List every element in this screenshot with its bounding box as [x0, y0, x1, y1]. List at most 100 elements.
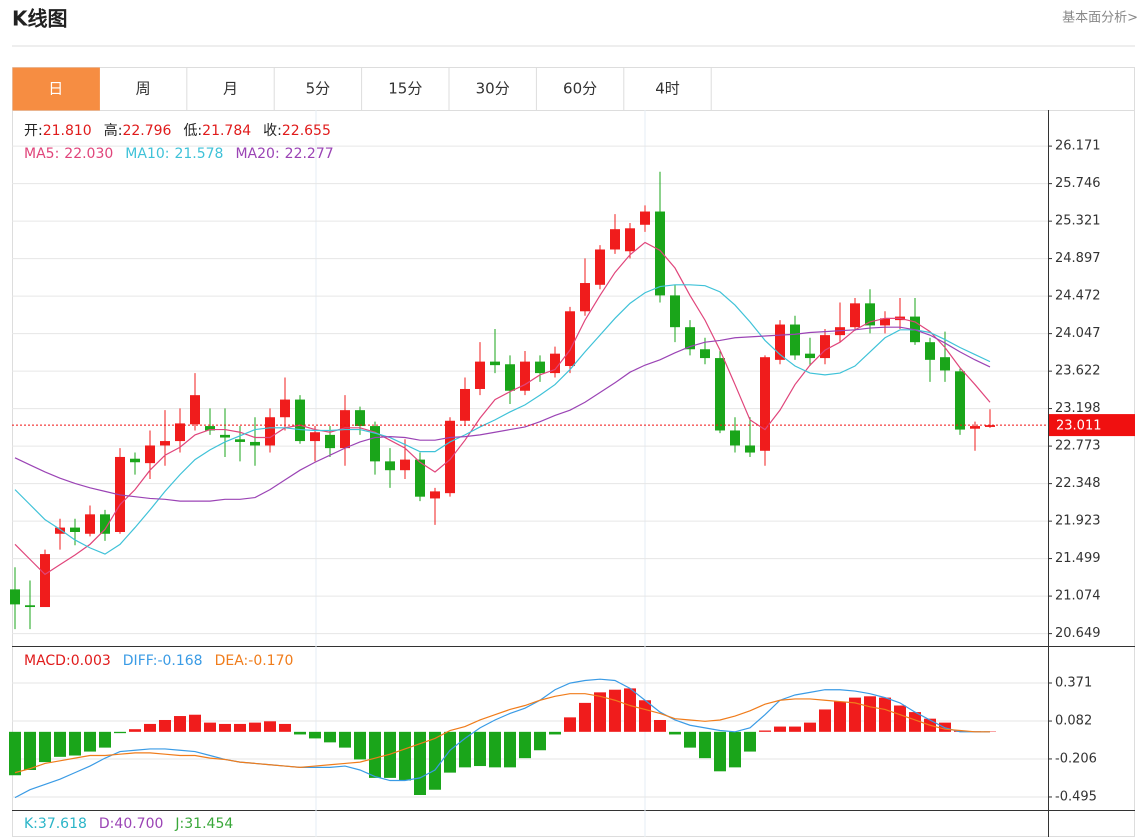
- ma-line: [14, 326, 991, 502]
- tab[interactable]: 周: [136, 80, 151, 98]
- candle-body: [295, 399, 305, 442]
- y-tick-label: 24.047: [1055, 326, 1101, 341]
- macd-bar: [879, 697, 891, 732]
- legend-label: MA10:: [125, 146, 169, 162]
- legend-label: MA5:: [24, 146, 59, 162]
- y-tick-label: -0.495: [1055, 789, 1097, 804]
- tab[interactable]: 日: [48, 80, 63, 98]
- legend-value: 22.030: [64, 146, 113, 162]
- candle-body: [190, 395, 200, 425]
- legend-label: MA20:: [235, 146, 279, 162]
- macd-bar: [519, 731, 531, 759]
- y-tick-label: 20.649: [1055, 626, 1101, 641]
- macd-bar: [579, 702, 591, 732]
- macd-bar: [399, 731, 411, 781]
- candle-body: [160, 441, 170, 446]
- legend-value: 40.700: [114, 816, 163, 832]
- macd-bar: [849, 697, 861, 732]
- tab[interactable]: 15分: [388, 80, 422, 98]
- candle-body: [175, 423, 185, 442]
- tab[interactable]: 5分: [306, 80, 331, 98]
- y-tick-label: 25.746: [1055, 176, 1101, 191]
- candle-body: [280, 399, 290, 418]
- y-tick-label: 21.923: [1055, 514, 1101, 529]
- candle-body: [685, 327, 695, 350]
- y-tick-label: 22.348: [1055, 476, 1101, 491]
- macd-bar: [384, 731, 396, 778]
- macd-bar: [534, 731, 546, 751]
- macd-bar: [714, 731, 726, 772]
- macd-bar: [684, 731, 696, 748]
- macd-bar: [834, 701, 846, 732]
- macd-bar: [669, 731, 681, 735]
- candle-body: [325, 434, 335, 449]
- candle-body: [70, 527, 80, 532]
- candle-body: [475, 361, 485, 389]
- fundamental-link[interactable]: 基本面分析>: [1062, 11, 1138, 26]
- last-price-box: [1049, 414, 1135, 437]
- macd-bar: [489, 731, 501, 768]
- plot: 23.011: [9, 171, 1135, 799]
- last-price-label: 23.011: [1056, 419, 1102, 434]
- macd-bar: [744, 731, 756, 752]
- candle-body: [385, 461, 395, 471]
- macd-bar: [39, 731, 51, 763]
- legend-label: MACD:: [24, 653, 71, 669]
- legend-value: 37.618: [38, 816, 87, 832]
- macd-bar: [369, 731, 381, 778]
- macd-bar: [774, 726, 786, 732]
- macd-bar: [444, 731, 456, 773]
- candle-body: [970, 426, 980, 429]
- candle-body: [25, 605, 35, 608]
- candle-body: [790, 324, 800, 356]
- candle-body: [400, 459, 410, 471]
- tab[interactable]: 4时: [655, 80, 680, 98]
- macd-bar: [474, 731, 486, 767]
- candle-body: [700, 349, 710, 359]
- tab[interactable]: 60分: [563, 80, 597, 98]
- macd-bar: [234, 723, 246, 732]
- macd-bar: [549, 731, 561, 735]
- candle-body: [355, 410, 365, 427]
- candle-body: [985, 425, 995, 427]
- macd-bar: [264, 721, 276, 732]
- macd-bar: [864, 696, 876, 732]
- macd-bar: [699, 731, 711, 759]
- y-tick-label: 25.321: [1055, 214, 1101, 229]
- macd-bar: [144, 723, 156, 732]
- legend-label: DEA:: [215, 653, 249, 669]
- tab[interactable]: 月: [223, 80, 238, 98]
- legend-value: 31.454: [184, 816, 233, 832]
- candle-body: [10, 589, 20, 605]
- tab-active: [12, 67, 100, 111]
- legend-label: 高:: [104, 122, 123, 139]
- candle-body: [220, 434, 230, 438]
- candle-body: [85, 514, 95, 534]
- legend-value: 22.655: [282, 123, 331, 139]
- candle-body: [460, 388, 470, 421]
- candle-body: [745, 445, 755, 453]
- macd-bar: [219, 723, 231, 732]
- macd-bar: [459, 731, 471, 768]
- y-tick-label: 21.499: [1055, 551, 1101, 566]
- macd-bar: [504, 731, 516, 768]
- macd-bar: [819, 709, 831, 732]
- legend-label: 收:: [263, 123, 282, 139]
- macd-bar: [654, 719, 666, 732]
- tab[interactable]: 30分: [476, 80, 510, 98]
- candle-body: [625, 228, 635, 252]
- legend-value: 21.784: [202, 123, 251, 139]
- candle-body: [535, 361, 545, 374]
- macd-bar: [324, 731, 336, 743]
- y-tick-label: 26.171: [1055, 139, 1101, 154]
- macd-bar: [564, 717, 576, 732]
- macd-bar: [609, 689, 621, 732]
- legend-label: 开:: [24, 123, 43, 139]
- macd-bar: [279, 723, 291, 732]
- legend-label: J:: [174, 816, 184, 832]
- candle-body: [775, 324, 785, 360]
- candle-body: [655, 211, 665, 296]
- candle-body: [670, 295, 680, 328]
- macd-legend: MACD:0.003 DIFF:-0.168 DEA:-0.170: [24, 653, 293, 669]
- macd-bar: [294, 731, 306, 735]
